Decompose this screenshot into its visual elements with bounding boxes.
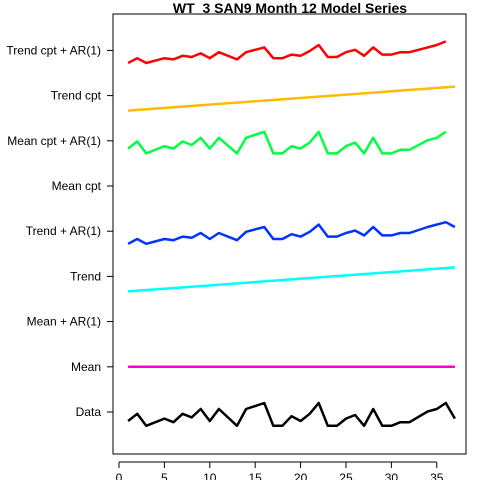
row-label-mean: Mean (71, 360, 101, 374)
row-label-mean-cpt: Mean cpt (52, 179, 102, 193)
row-label-mean-ar-1: Mean + AR(1) (27, 315, 101, 329)
series-line-trend-ar-1 (127, 220, 456, 246)
x-tick-label: 20 (294, 471, 308, 480)
series-line-trend (128, 266, 455, 293)
x-tick-label: 0 (116, 471, 123, 480)
x-axis: 0 5 10 15 20 25 30 35 (116, 461, 444, 480)
row-label-trend-cpt-ar-1: Trend cpt + AR(1) (6, 43, 101, 57)
series-line-mean-cpt-ar-1 (127, 130, 447, 155)
series-line-trend-cpt-ar-1 (127, 40, 447, 65)
row-label-trend-ar-1: Trend + AR(1) (26, 224, 101, 238)
x-tick-label: 30 (385, 471, 399, 480)
x-tick-label: 5 (161, 471, 168, 480)
row-label-trend-cpt: Trend cpt (51, 89, 102, 103)
chart-title: WT_3 SAN9 Month 12 Model Series (173, 0, 407, 16)
x-tick-label: 10 (203, 471, 217, 480)
x-tick-label: 15 (249, 471, 263, 480)
x-tick-label: 35 (430, 471, 444, 480)
series-line-trend-cpt (128, 85, 455, 112)
series-line-data (127, 401, 456, 428)
row-label-mean-cpt-ar-1: Mean cpt + AR(1) (7, 134, 101, 148)
row-label-data: Data (76, 405, 102, 419)
row-label-trend: Trend (70, 269, 101, 283)
plot-frame (112, 13, 467, 455)
series-layer (127, 40, 456, 428)
row-labels: Data Mean Mean + AR(1) Trend Trend + AR(1) Me… (6, 43, 113, 419)
x-tick-label: 25 (339, 471, 353, 480)
